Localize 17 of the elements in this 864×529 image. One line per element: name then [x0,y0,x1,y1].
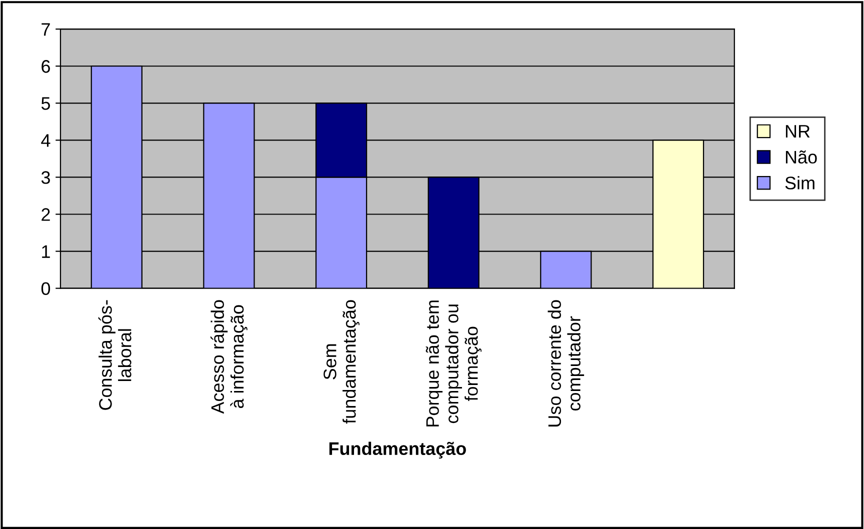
legend-label: Sim [785,176,814,190]
y-tick-label: 6 [42,60,50,73]
x-tick-label: Sem fundamentação [324,300,360,424]
y-tick-label: 4 [41,134,50,147]
x-tick-label: Porque não tem computador ou formação [426,300,482,426]
y-tick-label: 3 [41,171,50,184]
legend-label: Não [786,150,817,164]
y-tick-label: 7 [42,23,50,36]
x-tick-label: Consulta pós- laboral [98,300,132,410]
x-tick-label: Acesso rápido à informação [210,300,248,414]
x-tick-label: Uso corrente do computador [548,300,584,426]
y-tick-label: 2 [42,208,50,221]
y-tick-label: 5 [41,97,50,110]
legend-label: NR [786,125,810,138]
y-tick-label: 1 [42,245,50,258]
x-axis-title: Fundamentação [329,442,466,459]
y-tick-label: 0 [41,282,50,296]
